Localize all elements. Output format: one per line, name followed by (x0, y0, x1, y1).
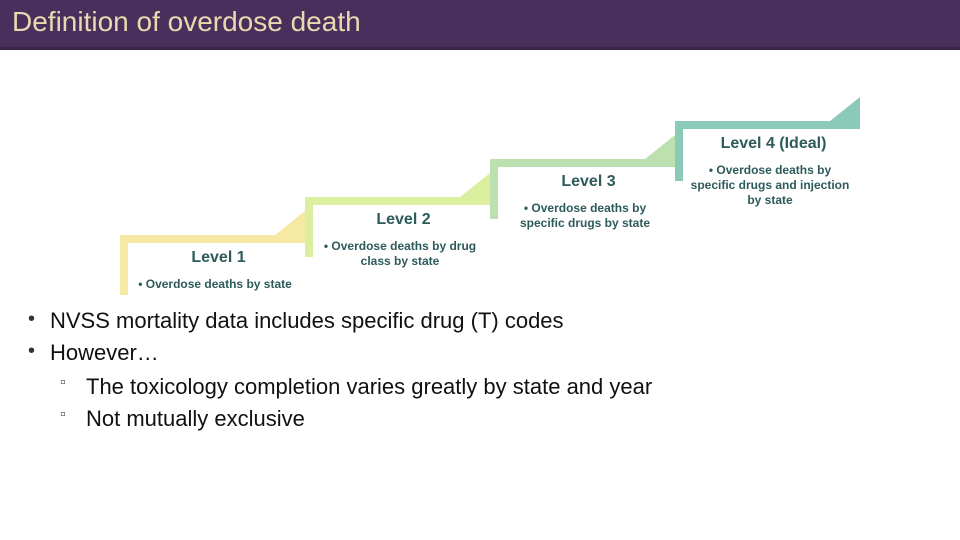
step-triangle-icon (275, 211, 305, 235)
bullet-item: However… The toxicology completion varie… (28, 337, 932, 435)
bullet-text: NVSS mortality data includes specific dr… (50, 308, 564, 333)
step-label: Level 1 (136, 249, 301, 267)
step-triangle-icon (830, 97, 860, 121)
sub-bullet-item: Not mutually exclusive (60, 403, 932, 435)
step-label: Level 4 (Ideal) (691, 135, 856, 153)
step-triangle-icon (460, 173, 490, 197)
bullet-text: However… (50, 340, 159, 365)
staircase-diagram: Level 1 Overdose deaths by state Level 2… (0, 50, 960, 305)
step-triangle-icon (645, 135, 675, 159)
step-label: Level 2 (321, 211, 486, 229)
page-title: Definition of overdose death (12, 6, 948, 38)
step-description: Overdose deaths by specific drugs by sta… (500, 201, 670, 231)
step-description: Overdose deaths by specific drugs and in… (685, 163, 855, 208)
bullet-item: NVSS mortality data includes specific dr… (28, 305, 932, 337)
step-description: Overdose deaths by state (130, 277, 300, 292)
sub-bullet-item: The toxicology completion varies greatly… (60, 371, 932, 403)
step-label: Level 3 (506, 173, 671, 191)
slide-header: Definition of overdose death (0, 0, 960, 50)
step-description: Overdose deaths by drug class by state (315, 239, 485, 269)
bullet-list: NVSS mortality data includes specific dr… (0, 305, 960, 435)
